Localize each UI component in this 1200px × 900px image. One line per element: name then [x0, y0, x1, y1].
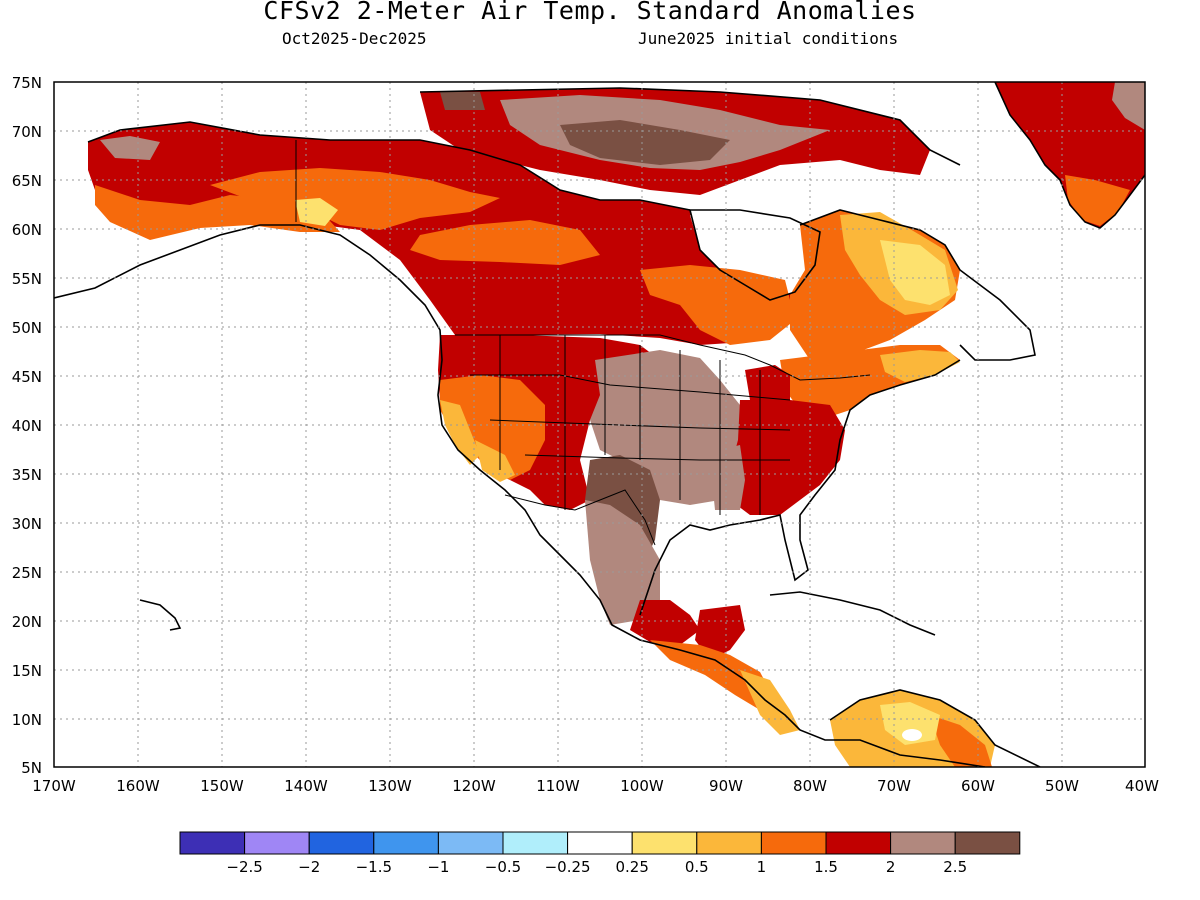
- lat-label: 60N: [12, 221, 42, 239]
- arctic-extreme-west: [440, 92, 485, 110]
- colorbar-label: 1.5: [814, 858, 838, 876]
- colorbar-label: 1: [757, 858, 767, 876]
- great-lakes-red: [745, 365, 790, 405]
- southeast-us-red: [730, 400, 845, 515]
- longitude-labels: 170W 160W 150W 140W 130W 120W 110W 100W …: [32, 777, 1159, 795]
- lat-label: 70N: [12, 123, 42, 141]
- anomaly-field: [54, 82, 1145, 767]
- lat-label: 50N: [12, 319, 42, 337]
- colorbar-label: −0.25: [545, 858, 591, 876]
- yukon-orange-band: [210, 168, 500, 230]
- lat-label: 25N: [12, 564, 42, 582]
- lon-label: 100W: [620, 777, 664, 795]
- colorbar-swatch: [760, 831, 827, 855]
- colorbar-swatch: [308, 831, 375, 855]
- lat-label: 10N: [12, 711, 42, 729]
- colorbar-label: 2.5: [943, 858, 967, 876]
- map-title: CFSv2 2-Meter Air Temp. Standard Anomali…: [263, 0, 917, 25]
- lon-label: 60W: [961, 777, 995, 795]
- arctic-extreme: [560, 120, 730, 165]
- lon-label: 110W: [536, 777, 580, 795]
- forecast-period: Oct2025-Dec2025: [282, 29, 427, 48]
- south-america-orange: [930, 715, 992, 767]
- coastlines: [54, 82, 1145, 767]
- lat-label: 40N: [12, 417, 42, 435]
- alaska-orange-south: [95, 185, 340, 240]
- lat-label: 15N: [12, 662, 42, 680]
- plot-frame: [53, 81, 1146, 768]
- south-america-yellow: [880, 702, 940, 745]
- lon-label: 170W: [32, 777, 76, 795]
- central-america-red: [695, 605, 745, 660]
- colorbar-label: −0.5: [485, 858, 521, 876]
- lat-label: 35N: [12, 466, 42, 484]
- colorbar-label: 0.5: [685, 858, 709, 876]
- initial-conditions: June2025 initial conditions: [638, 29, 899, 48]
- colorbar-swatch: [567, 831, 633, 855]
- colorbar-swatch: [696, 831, 762, 855]
- central-america-orange: [650, 640, 775, 710]
- western-us-orange: [440, 375, 545, 480]
- lat-label: 5N: [21, 759, 42, 777]
- colorbar-swatch: [244, 831, 310, 855]
- colorbar-label: 2: [886, 858, 896, 876]
- colorbar-label: −1: [427, 858, 449, 876]
- lon-label: 120W: [452, 777, 496, 795]
- colorbar-swatch: [373, 831, 439, 855]
- alaska-very-warm: [100, 136, 160, 160]
- central-america-light: [740, 670, 800, 735]
- lon-label: 140W: [284, 777, 328, 795]
- lat-label: 75N: [12, 74, 42, 92]
- maritimes-light: [880, 350, 960, 382]
- lon-label: 50W: [1045, 777, 1079, 795]
- california-light: [440, 400, 480, 465]
- colorbar-swatch: [825, 831, 892, 855]
- greenland-orange: [1065, 175, 1130, 226]
- labrador-yellow: [880, 240, 950, 305]
- yukon-yellow: [295, 198, 338, 226]
- greenland-very-warm: [1112, 82, 1145, 130]
- ontario-orange: [640, 265, 795, 345]
- lon-label: 40W: [1125, 777, 1159, 795]
- colorbar-label: −2: [298, 858, 320, 876]
- gridlines: [54, 82, 1145, 767]
- mexico-red-east: [630, 600, 700, 645]
- lat-label: 65N: [12, 172, 42, 190]
- lon-label: 150W: [200, 777, 244, 795]
- colorbar: −2.5 −2 −1.5 −1 −0.5 −0.25 0.25 0.5 1 1.5 2 2.5: [179, 831, 1021, 876]
- colorbar-swatch: [631, 831, 698, 855]
- colorbar-swatch: [437, 831, 504, 855]
- colorbar-swatch: [890, 831, 956, 855]
- colorbar-swatch: [502, 831, 569, 855]
- colorbar-swatch: [954, 831, 1021, 855]
- south-america-white-spot: [902, 729, 922, 741]
- nevada-light: [475, 440, 515, 482]
- lon-label: 160W: [116, 777, 160, 795]
- canada-orange-band: [410, 220, 600, 265]
- lat-label: 45N: [12, 368, 42, 386]
- mexico-very-warm: [585, 500, 660, 625]
- borders: [295, 140, 871, 546]
- colorbar-label: 0.25: [615, 858, 648, 876]
- colorbar-label: −2.5: [226, 858, 262, 876]
- lon-label: 80W: [793, 777, 827, 795]
- colorbar-swatch: [179, 831, 246, 855]
- lon-label: 130W: [368, 777, 412, 795]
- lon-label: 70W: [877, 777, 911, 795]
- lat-label: 20N: [12, 613, 42, 631]
- lat-label: 55N: [12, 270, 42, 288]
- colorbar-label: −1.5: [356, 858, 392, 876]
- latitude-labels: 75N 70N 65N 60N 55N 50N 45N 40N 35N 30N …: [12, 74, 42, 777]
- lat-label: 30N: [12, 515, 42, 533]
- lon-label: 90W: [709, 777, 743, 795]
